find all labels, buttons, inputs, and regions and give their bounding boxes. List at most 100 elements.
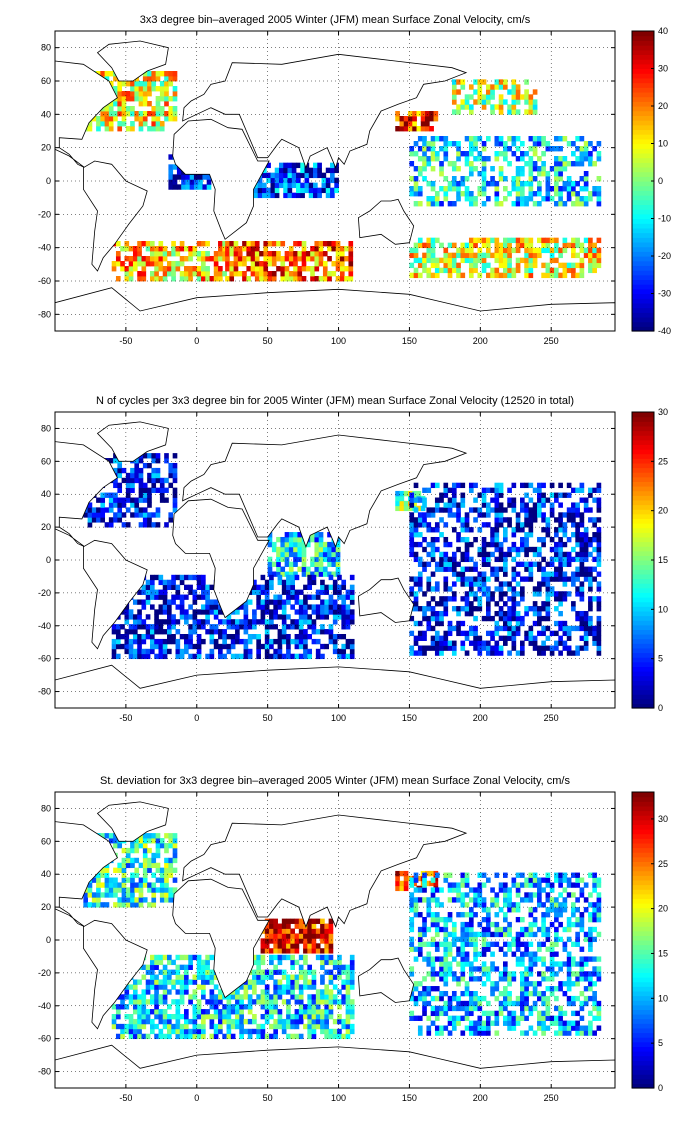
data-bin bbox=[575, 532, 580, 538]
data-bin bbox=[213, 256, 219, 262]
data-bin bbox=[286, 594, 291, 600]
data-bin bbox=[162, 1018, 168, 1025]
data-bin bbox=[154, 589, 159, 595]
data-bin bbox=[311, 638, 317, 645]
data-bin bbox=[328, 629, 334, 635]
data-bin bbox=[468, 610, 474, 617]
data-bin bbox=[477, 606, 483, 612]
data-bin bbox=[147, 126, 152, 132]
data-bin bbox=[456, 156, 461, 162]
data-bin bbox=[408, 505, 413, 512]
data-bin bbox=[132, 599, 138, 605]
data-bin bbox=[592, 252, 597, 259]
data-bin bbox=[274, 172, 280, 179]
data-bin bbox=[213, 599, 219, 605]
data-bin bbox=[345, 653, 351, 660]
data-bin bbox=[196, 584, 202, 590]
data-bin bbox=[460, 79, 466, 85]
data-bin bbox=[132, 648, 138, 655]
data-bin bbox=[503, 872, 508, 878]
data-bin bbox=[537, 141, 542, 147]
data-bin bbox=[456, 252, 461, 259]
data-bin bbox=[125, 522, 131, 528]
data-bin bbox=[128, 1028, 134, 1035]
data-bin bbox=[503, 897, 508, 903]
data-bin bbox=[433, 111, 439, 117]
data-bin bbox=[579, 487, 585, 493]
data-bin bbox=[154, 256, 159, 262]
bin-layer bbox=[83, 833, 602, 1040]
data-bin bbox=[507, 517, 512, 523]
data-bin bbox=[138, 862, 144, 869]
data-bin bbox=[422, 1005, 427, 1012]
data-bin bbox=[142, 497, 148, 503]
data-bin bbox=[537, 995, 542, 1002]
data-bin bbox=[447, 931, 453, 938]
data-bin bbox=[149, 594, 155, 600]
data-bin bbox=[314, 556, 320, 563]
data-bin bbox=[490, 897, 495, 903]
data-bin bbox=[490, 541, 495, 548]
data-bin bbox=[545, 171, 551, 177]
data-bin bbox=[468, 196, 474, 202]
data-bin bbox=[498, 907, 504, 913]
data-bin bbox=[242, 241, 247, 247]
data-bin bbox=[430, 921, 436, 928]
data-bin bbox=[158, 619, 164, 625]
data-bin bbox=[468, 1030, 474, 1036]
data-bin bbox=[290, 943, 295, 949]
data-bin bbox=[596, 497, 602, 503]
data-bin bbox=[520, 191, 525, 197]
data-bin bbox=[558, 176, 563, 182]
data-bin bbox=[434, 640, 440, 646]
data-bin bbox=[267, 241, 273, 247]
data-bin bbox=[307, 634, 313, 640]
data-bin bbox=[237, 256, 243, 262]
data-bin bbox=[566, 645, 572, 651]
data-bin bbox=[117, 897, 123, 903]
data-bin bbox=[558, 146, 563, 152]
data-bin bbox=[481, 946, 487, 952]
data-bin bbox=[205, 599, 210, 605]
data-bin bbox=[274, 182, 280, 189]
data-bin bbox=[325, 192, 331, 199]
data-bin bbox=[159, 842, 165, 849]
data-bin bbox=[320, 604, 325, 610]
data-bin bbox=[592, 487, 597, 493]
data-bin bbox=[155, 477, 161, 484]
colorbar-segment bbox=[632, 499, 654, 506]
data-bin bbox=[485, 84, 491, 90]
data-bin bbox=[537, 990, 542, 997]
data-bin bbox=[286, 648, 291, 655]
data-bin bbox=[291, 182, 297, 189]
data-bin bbox=[128, 614, 134, 620]
data-bin bbox=[426, 601, 432, 607]
data-bin bbox=[562, 161, 568, 167]
data-bin bbox=[426, 247, 432, 254]
data-bin bbox=[151, 862, 157, 869]
y-tick-label: 60 bbox=[41, 76, 51, 86]
data-bin bbox=[159, 111, 165, 117]
data-bin bbox=[320, 928, 325, 934]
data-bin bbox=[562, 591, 568, 597]
data-bin bbox=[344, 266, 349, 272]
data-bin bbox=[154, 1033, 159, 1040]
data-bin bbox=[296, 172, 301, 179]
data-bin bbox=[430, 571, 436, 577]
data-bin bbox=[162, 276, 168, 282]
data-bin bbox=[583, 502, 589, 508]
data-bin bbox=[473, 79, 478, 85]
data-bin bbox=[434, 650, 440, 656]
data-bin bbox=[545, 625, 551, 632]
data-bin bbox=[252, 579, 257, 586]
data-bin bbox=[413, 1015, 419, 1021]
data-bin bbox=[271, 261, 277, 267]
data-bin bbox=[301, 561, 307, 567]
data-bin bbox=[596, 201, 602, 207]
data-bin bbox=[490, 527, 495, 533]
data-bin bbox=[87, 126, 93, 132]
data-bin bbox=[151, 81, 157, 87]
data-bin bbox=[498, 971, 504, 977]
data-bin bbox=[443, 561, 449, 567]
data-bin bbox=[138, 902, 144, 908]
